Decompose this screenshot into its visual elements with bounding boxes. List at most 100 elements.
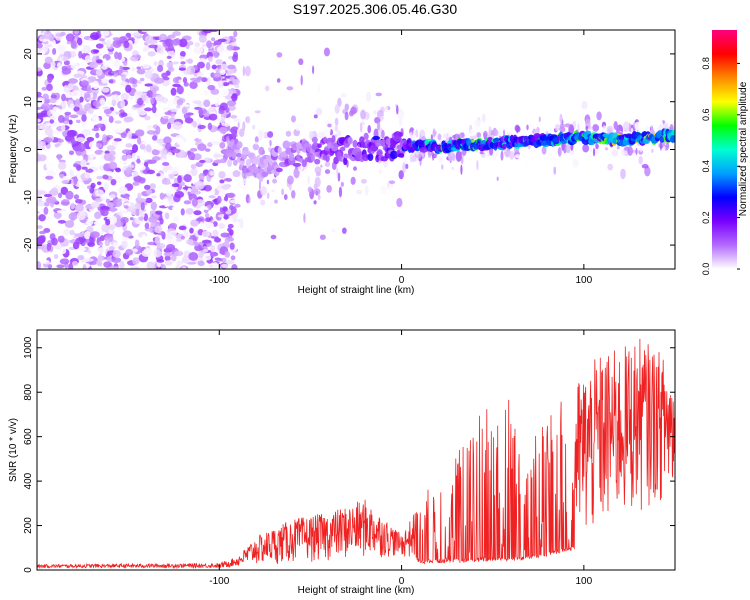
spectrogram-cell: [154, 235, 161, 245]
spectrogram-cell: [139, 143, 146, 150]
spectrogram-cell: [396, 197, 403, 208]
spectrogram-cell: [380, 185, 387, 195]
spectrogram-cell: [242, 121, 246, 132]
spectrogram-cell: [86, 84, 92, 92]
spectrogram-cell: [192, 121, 198, 128]
spectrogram-cell: [246, 115, 251, 124]
spectrogram-cell: [397, 153, 405, 158]
spectrogram-cell: [317, 194, 321, 201]
spectrogram-cell: [324, 169, 331, 174]
spectrogram-cell: [197, 124, 206, 130]
spectrogram-cell: [261, 149, 265, 155]
spectrogram-cell: [134, 54, 142, 59]
snr-ytick-label: 200: [23, 517, 34, 534]
spectrogram-cell: [202, 30, 213, 34]
spectrogram-cell: [373, 109, 378, 115]
spectrogram-cell: [535, 147, 541, 152]
spectrogram-cell: [349, 110, 354, 117]
spectrogram-cell: [83, 231, 91, 240]
spectrogram-cell: [564, 123, 571, 128]
spectrogram-cell: [258, 179, 261, 191]
spectrogram-cell: [254, 136, 259, 144]
spectrogram-cell: [191, 178, 197, 185]
spectrogram-cell: [203, 89, 209, 96]
spectrogram-cell: [192, 79, 201, 83]
spectrogram-cell: [205, 217, 212, 223]
spectrogram-cell: [149, 183, 156, 190]
spectrogram-cell: [86, 249, 92, 254]
spectrogram-cell: [398, 131, 403, 137]
spectrogram-cell: [178, 67, 186, 71]
spectrogram-cell: [311, 65, 315, 75]
spectrogram-cell: [213, 237, 222, 243]
snr-xtick-label: -100: [209, 576, 229, 587]
spectrogram-cell: [104, 170, 113, 176]
spectrogram-cell: [131, 143, 139, 153]
spectrogram-cell: [103, 182, 109, 191]
spectrogram-cell: [602, 133, 610, 138]
spectrogram-cell: [120, 216, 129, 224]
spectrogram-cell: [156, 173, 161, 177]
spectrogram-cell: [509, 150, 515, 160]
spectrogram-cell: [120, 92, 129, 102]
spectrogram-cell: [224, 239, 230, 248]
spectrogram-cell: [57, 138, 64, 143]
spectrogram-cell: [69, 114, 79, 119]
spectrogram-cell: [179, 50, 186, 58]
spectrogram-cell: [236, 141, 243, 149]
spectrogram-cell: [207, 84, 216, 91]
spectrogram-cell: [58, 161, 67, 170]
spectrogram-cell: [360, 109, 366, 120]
spectrogram-cell: [274, 199, 278, 204]
spectrogram-cell: [168, 99, 173, 108]
spectrogram-cell: [167, 34, 176, 39]
spectrogram-cell: [331, 229, 336, 233]
snr-ytick-label: 600: [23, 428, 34, 445]
spectrogram-cell: [112, 249, 121, 258]
spectrogram-cell: [111, 114, 121, 119]
spectrogram-cell: [219, 126, 228, 134]
spectrogram-cell: [577, 123, 580, 132]
spectrogram-cell: [162, 76, 170, 81]
spectrogram-cell: [51, 237, 58, 246]
spectrogram-cell: [590, 144, 593, 153]
spectrogram-cell: [46, 242, 52, 252]
spectrogram-cell: [155, 160, 165, 169]
spectrogram-cell: [103, 153, 113, 162]
spectrogram-ytick-label: -10: [23, 190, 34, 205]
spectrogram-cell: [96, 181, 102, 186]
spectrogram-cell: [635, 147, 638, 156]
spectrogram-cell: [482, 130, 488, 139]
spectrogram-cell: [211, 64, 218, 70]
spectrogram-cell: [627, 146, 633, 156]
spectrogram-cell: [254, 141, 259, 145]
spectrogram-cell: [43, 206, 49, 215]
spectrogram-cell: [106, 39, 111, 48]
spectrogram-cell: [288, 152, 295, 162]
spectrogram-cell: [174, 250, 184, 257]
spectrogram-cell: [163, 198, 169, 208]
spectrogram-cell: [81, 114, 87, 122]
spectrogram-cell: [261, 171, 269, 178]
spectrogram-cell: [334, 125, 339, 132]
spectrogram-cell: [45, 175, 54, 180]
spectrogram-cell: [74, 199, 83, 204]
spectrogram-cell: [310, 154, 316, 162]
snr-ytick-label: 0: [23, 567, 34, 573]
spectrogram-cell: [317, 83, 321, 94]
spectrogram-cell: [155, 210, 163, 215]
spectrogram-cell: [41, 86, 48, 91]
spectrogram-cell: [367, 124, 372, 134]
spectrogram-cell: [300, 75, 303, 86]
spectrogram-cell: [37, 261, 42, 269]
spectrogram-cell: [132, 181, 140, 186]
spectrogram-cell: [149, 210, 156, 214]
spectrogram-cell: [188, 251, 199, 261]
spectrogram-cell: [195, 199, 206, 207]
spectrogram-cell: [137, 192, 142, 202]
spectrogram-cell: [239, 128, 245, 138]
spectrogram-cell: [651, 126, 654, 135]
spectrogram-cell: [110, 70, 120, 74]
spectrogram-cell: [43, 30, 53, 40]
